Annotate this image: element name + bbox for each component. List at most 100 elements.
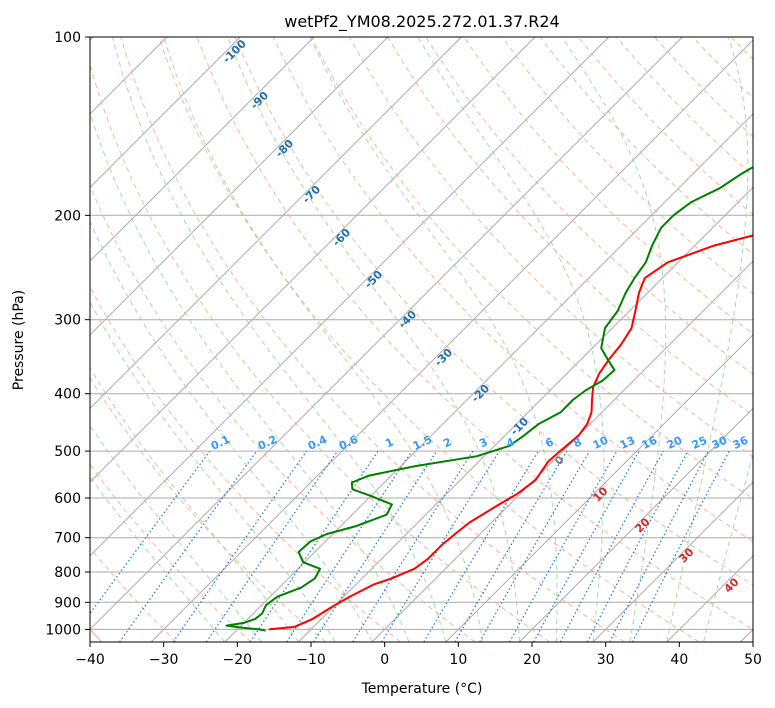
isotherm-line (90, 37, 462, 410)
x-tick-label: 50 (744, 652, 762, 668)
mixing-ratio-line (479, 450, 591, 642)
mixing-ratio-line (533, 450, 640, 642)
temperature-line (268, 234, 753, 631)
isopleth-labels: -100-90-80-70-60-50-40-30-20-10010203040… (209, 37, 751, 596)
dry-adiabat-label: -60 (330, 226, 353, 249)
dry-adiabat-line (120, 37, 625, 642)
pressure-grid (90, 37, 753, 630)
mixing-ratio-lines (90, 450, 730, 642)
y-axis-label: Pressure (hPa) (11, 290, 27, 390)
isotherm-line (445, 334, 753, 642)
dry-adiabat-label: -50 (362, 268, 385, 291)
dry-adiabat-line (272, 37, 753, 543)
moist-adiabat-line (309, 37, 558, 642)
dry-adiabat-label: 40 (722, 575, 742, 595)
y-tick-label: 900 (54, 595, 81, 611)
x-tick-label: 30 (597, 652, 615, 668)
dry-adiabat-line (539, 37, 753, 255)
y-tick-label: 600 (54, 491, 81, 507)
mixing-ratio-line (559, 450, 664, 642)
y-tick-label: 200 (54, 208, 81, 224)
isotherm-line (592, 481, 753, 642)
dry-adiabat-label: -100 (220, 37, 249, 66)
dry-adiabat-label: -80 (273, 137, 296, 160)
dry-adiabat-label: -40 (396, 308, 419, 331)
isotherm-lines (90, 37, 753, 642)
mixing-ratio-line (205, 450, 338, 642)
mixing-ratio-line (423, 450, 539, 642)
mixing-ratio-label: 2 (441, 435, 453, 450)
mixing-ratio-label: 25 (690, 434, 709, 452)
isotherm-line (90, 37, 536, 483)
x-tick-label: −10 (296, 652, 326, 668)
y-tick-label: 100 (54, 30, 81, 46)
mixing-ratio-label: 1 (383, 435, 395, 450)
moist-adiabats (90, 37, 753, 642)
isotherm-line (90, 37, 610, 557)
dry-adiabat-line (616, 37, 753, 177)
y-tick-label: 800 (54, 565, 81, 581)
x-tick-label: −30 (149, 652, 179, 668)
dry-adiabat-label: -20 (469, 382, 492, 405)
isotherm-line (371, 260, 753, 642)
moist-adiabat-line (90, 424, 262, 642)
isotherm-line (150, 39, 753, 642)
dry-adiabat-line (90, 184, 476, 642)
isotherm-line (90, 37, 683, 631)
mixing-ratio-label: 0.1 (209, 433, 232, 453)
isotherm-line (740, 628, 753, 642)
moist-adiabat-line (112, 37, 447, 642)
x-tick-label: 0 (380, 652, 389, 668)
moist-adiabat-line (417, 37, 605, 642)
moist-adiabat-line (90, 476, 226, 642)
dry-adiabat-line (692, 37, 753, 99)
mixing-ratio-label: 10 (591, 434, 611, 452)
dry-adiabat-line (769, 37, 775, 642)
dry-adiabat-line (349, 37, 753, 458)
dry-adiabat-line (311, 37, 753, 500)
dry-adiabat-label: -10 (508, 415, 531, 438)
y-axis: 100 200 300 400 500 600 700 800 900 1000 (45, 30, 90, 638)
dry-adiabat-label: 20 (633, 515, 653, 535)
sounding-lines (225, 166, 753, 632)
dry-adiabats (90, 37, 775, 642)
dry-adiabat-label: 10 (591, 484, 611, 504)
dry-adiabat-label: -70 (300, 183, 323, 206)
dry-adiabat-line (90, 285, 401, 642)
dry-adiabat-line (90, 377, 327, 642)
mixing-ratio-label: 8 (571, 435, 583, 450)
dry-adiabat-line (425, 37, 753, 375)
y-tick-label: 300 (54, 313, 81, 329)
isotherm-line (90, 37, 389, 336)
mixing-ratio-label: 36 (731, 434, 751, 452)
moist-adiabat-line (90, 220, 373, 642)
x-axis: −40 −30 −20 −10 0 10 20 30 40 50 (75, 642, 762, 668)
x-tick-label: −20 (223, 652, 253, 668)
y-tick-label: 500 (54, 444, 81, 460)
x-tick-label: 20 (523, 652, 541, 668)
dry-adiabat-line (90, 62, 551, 642)
moist-adiabat-line (90, 367, 299, 642)
x-tick-label: 40 (670, 652, 688, 668)
dry-adiabat-line (234, 37, 753, 586)
moist-adiabat-line (163, 37, 484, 642)
moist-adiabat-line (90, 111, 410, 642)
mixing-ratio-line (381, 450, 501, 642)
mixing-ratio-line (509, 450, 618, 642)
mixing-ratio-label: 16 (640, 434, 660, 452)
isotherm-line (90, 37, 315, 262)
plot-frame (89, 36, 754, 643)
dry-adiabat-line (387, 37, 753, 416)
y-tick-label: 400 (54, 387, 81, 403)
mixing-ratio-line (119, 450, 258, 642)
y-tick-label: 700 (54, 531, 81, 547)
plot-area: -100-90-80-70-60-50-40-30-20-10010203040… (90, 37, 775, 642)
mixing-ratio-line (352, 450, 474, 642)
isotherm-line (224, 113, 753, 642)
dry-adiabat-line (90, 463, 252, 642)
y-tick-label: 1000 (45, 622, 81, 638)
mixing-ratio-label: 0.4 (306, 433, 329, 453)
x-axis-label: Temperature (°C) (361, 681, 483, 697)
dewpoint-line (225, 166, 753, 632)
